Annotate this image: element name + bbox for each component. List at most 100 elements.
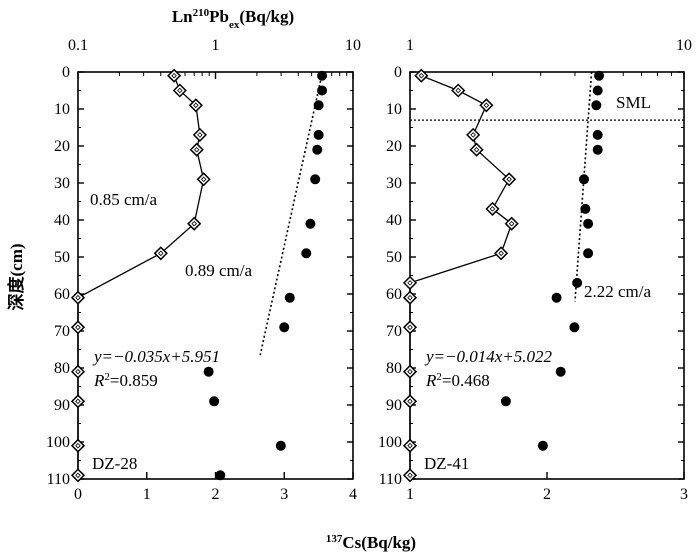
- panel-label: DZ-28: [92, 454, 137, 473]
- diamond-point: [70, 468, 86, 483]
- fit-equation: y=−0.035x+5.951: [92, 347, 220, 366]
- diamond-point: [414, 68, 429, 83]
- diamond-point: [70, 290, 86, 305]
- diamond-point-inner: [498, 250, 504, 257]
- y-tick-label: 20: [54, 138, 70, 155]
- top-tick-label: 0.1: [68, 37, 88, 54]
- bottom-tick-label: 3: [280, 486, 288, 503]
- diamond-point: [196, 172, 211, 187]
- circle-point: [305, 218, 316, 229]
- circle-point: [313, 129, 324, 140]
- bottom-axis-title: 137Cs(Bq/kg): [326, 533, 416, 552]
- bottom-tick-label: 4: [349, 486, 357, 503]
- panel-label: DZ-41: [424, 454, 469, 473]
- fit-r2: R2=0.859: [93, 371, 158, 390]
- top-tick-label: 1: [406, 37, 414, 54]
- series-line: [409, 75, 513, 476]
- y-tick-label: 90: [386, 397, 402, 414]
- diamond-point: [466, 127, 481, 142]
- y-tick-label: 100: [378, 434, 402, 451]
- diamond-point: [70, 394, 86, 409]
- circle-point: [500, 396, 511, 407]
- diamond-point: [192, 127, 207, 142]
- y-tick-label: 60: [386, 286, 402, 303]
- y-tick-label: 40: [386, 212, 402, 229]
- diamond-point: [502, 172, 517, 187]
- annotation: SML: [616, 93, 651, 112]
- y-tick-label: 10: [54, 101, 70, 118]
- circle-point: [569, 322, 580, 333]
- y-tick-label: 90: [54, 397, 70, 414]
- circle-point: [209, 396, 220, 407]
- diamond-point-inner: [473, 146, 480, 153]
- diamond-point: [70, 320, 86, 335]
- diamond-point-inner: [407, 324, 413, 331]
- diamond-point-inner: [470, 132, 476, 138]
- diamond-point-inner: [191, 220, 197, 227]
- bottom-tick-label: 1: [406, 486, 414, 503]
- diamond-point: [504, 216, 519, 231]
- circle-point: [578, 174, 589, 185]
- annotation: 0.85 cm/a: [90, 190, 157, 209]
- top-axis-title: Ln210Pbex(Bq/kg): [172, 7, 294, 31]
- diamond-point: [479, 98, 494, 113]
- diamond-point-inner: [407, 368, 413, 375]
- y-tick-label: 20: [386, 138, 402, 155]
- diamond-point: [402, 438, 418, 453]
- diamond-point-inner: [407, 472, 413, 479]
- diamond-point-inner: [75, 398, 81, 405]
- diamond-point-inner: [193, 146, 200, 153]
- diamond-point: [402, 394, 418, 409]
- circle-point: [310, 174, 321, 185]
- diamond-point: [402, 364, 418, 379]
- circle-point: [591, 100, 602, 111]
- circle-point: [301, 248, 312, 259]
- diamond-point-inner: [407, 398, 413, 405]
- top-tick-label: 10: [345, 37, 361, 54]
- circle-point: [313, 100, 324, 111]
- annotation: 0.89 cm/a: [185, 261, 252, 280]
- bottom-tick-label: 3: [680, 486, 688, 503]
- diamond-point: [70, 364, 86, 379]
- circle-point: [215, 470, 226, 481]
- circle-point: [284, 292, 295, 303]
- diamond-point-inner: [75, 294, 81, 301]
- diamond-point: [402, 290, 418, 305]
- diamond-point: [485, 201, 500, 216]
- diamond-point-inner: [75, 368, 81, 375]
- y-tick-label: 30: [386, 175, 402, 192]
- diamond-point-inner: [75, 472, 81, 479]
- diamond-point: [402, 468, 418, 483]
- circle-point: [537, 440, 548, 451]
- circle-point: [592, 85, 603, 96]
- diamond-point-inner: [489, 206, 496, 212]
- diamond-point: [189, 142, 204, 157]
- y-tick-label: 0: [62, 64, 70, 81]
- y-axis-title: 深度(cm): [6, 243, 26, 310]
- circle-point: [551, 292, 562, 303]
- y-tick-label: 70: [386, 323, 402, 340]
- y-tick-label: 50: [54, 249, 70, 266]
- diamond-point-inner: [455, 87, 462, 94]
- y-tick-label: 110: [47, 471, 70, 488]
- top-tick-label: 1: [212, 37, 220, 54]
- bottom-tick-label: 2: [212, 486, 220, 503]
- diamond-point-inner: [407, 442, 413, 449]
- diamond-point: [451, 83, 466, 98]
- circle-point: [317, 85, 328, 96]
- circle-point: [572, 277, 583, 288]
- y-tick-label: 10: [386, 101, 402, 118]
- fit-line: [574, 71, 593, 302]
- diamond-point: [153, 246, 168, 261]
- diamond-point-inner: [506, 176, 512, 183]
- y-tick-label: 40: [54, 212, 70, 229]
- diamond-point-inner: [483, 102, 490, 109]
- diamond-point: [402, 320, 418, 335]
- bottom-tick-label: 0: [74, 486, 82, 503]
- diamond-point: [70, 438, 86, 453]
- circle-point: [312, 144, 323, 155]
- circle-point: [275, 440, 286, 451]
